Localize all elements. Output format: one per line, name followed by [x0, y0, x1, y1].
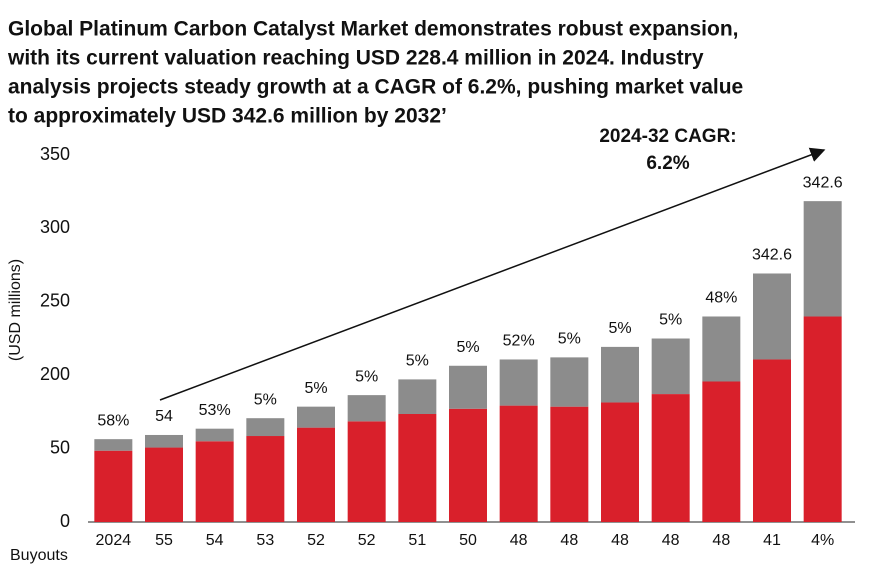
chart-title: analysis projects steady growth at a CAG… [8, 76, 743, 99]
bar-segment [651, 338, 690, 395]
x-tick-label: 48 [662, 532, 680, 549]
bar-segment [449, 365, 487, 409]
bar-annotation: 5% [304, 380, 327, 397]
bar-segment [94, 439, 133, 451]
bar-annotation: 52% [503, 333, 535, 350]
y-tick-label: 200 [40, 364, 70, 384]
x-tick-label: 51 [408, 532, 426, 549]
bar-segment [550, 406, 589, 522]
x-tick-label: 55 [155, 532, 173, 549]
x-tick-label: 48 [712, 532, 730, 549]
y-tick-label: 300 [40, 217, 70, 237]
x-tick-label: 52 [307, 532, 325, 549]
y-axis-label: (USD millions) [7, 259, 24, 361]
x-tick-label: 48 [560, 532, 578, 549]
x-tick-label: 54 [206, 532, 224, 549]
bar-annotation: 5% [406, 353, 429, 370]
bar-segment [753, 273, 791, 360]
bar-segment [702, 316, 741, 382]
bar-segment [94, 450, 133, 522]
x-tick-label: 53 [256, 532, 274, 549]
x-tick-label: 48 [611, 532, 629, 549]
chart-title: Global Platinum Carbon Catalyst Market d… [8, 18, 739, 41]
cagr-annotation: 2024-32 CAGR: [599, 126, 736, 147]
bar-segment [195, 441, 234, 522]
chart-title: with its current valuation reaching USD … [7, 47, 704, 70]
bar-annotation: 5% [254, 391, 277, 408]
bar-segment [550, 357, 589, 407]
bar-annotation: 5% [659, 312, 682, 329]
bar-segment [347, 395, 386, 422]
y-tick-label: 50 [50, 437, 70, 457]
bar-annotation: 53% [199, 402, 231, 419]
x-tick-label: 4% [811, 532, 834, 549]
bar-segment [195, 428, 234, 442]
bar-segment [601, 346, 639, 403]
bar-segment [499, 359, 538, 406]
y-tick-label: 250 [40, 291, 70, 311]
cagr-arrow [159, 147, 826, 401]
x-tick-label: 52 [358, 532, 376, 549]
x-tick-label: 48 [510, 532, 528, 549]
x-tick-label: 41 [763, 532, 781, 549]
bar-annotation: 5% [355, 368, 378, 385]
bar-segment [702, 381, 741, 522]
cagr-annotation: 6.2% [646, 153, 689, 174]
bar-annotation: 5% [558, 331, 581, 348]
bar-segment [246, 436, 285, 522]
bar-segment [499, 405, 538, 522]
bar-segment [297, 427, 335, 522]
bar-annotation: 58% [97, 412, 129, 429]
bar-segment [398, 379, 437, 414]
y-tick-label: 0 [60, 511, 70, 531]
bar-annotation: 54 [155, 408, 173, 425]
x-axis-label: Buyouts [10, 547, 68, 564]
bar-segment [449, 408, 487, 522]
bar-segment [753, 359, 791, 522]
bar-annotation: 342.6 [752, 247, 792, 264]
bar-segment [601, 402, 639, 522]
bar-segment [803, 316, 842, 522]
bar-segment [651, 394, 690, 522]
bar-segment [145, 447, 183, 522]
x-tick-label: 50 [459, 532, 477, 549]
bar-segment [398, 413, 437, 522]
bar-annotation: 5% [456, 339, 479, 356]
bar-segment [297, 406, 335, 428]
bar-annotation: 48% [705, 290, 737, 307]
x-tick-label: 2024 [96, 532, 132, 549]
bar-segment [347, 421, 386, 522]
y-tick-label: 350 [40, 144, 70, 164]
bar-segment [246, 418, 285, 437]
bar-annotation: 5% [608, 320, 631, 337]
bar-segment [803, 201, 842, 317]
bar-annotation: 342.6 [803, 174, 843, 191]
bar-segment [145, 434, 183, 448]
chart-title: to approximately USD 342.6 million by 20… [8, 105, 447, 128]
